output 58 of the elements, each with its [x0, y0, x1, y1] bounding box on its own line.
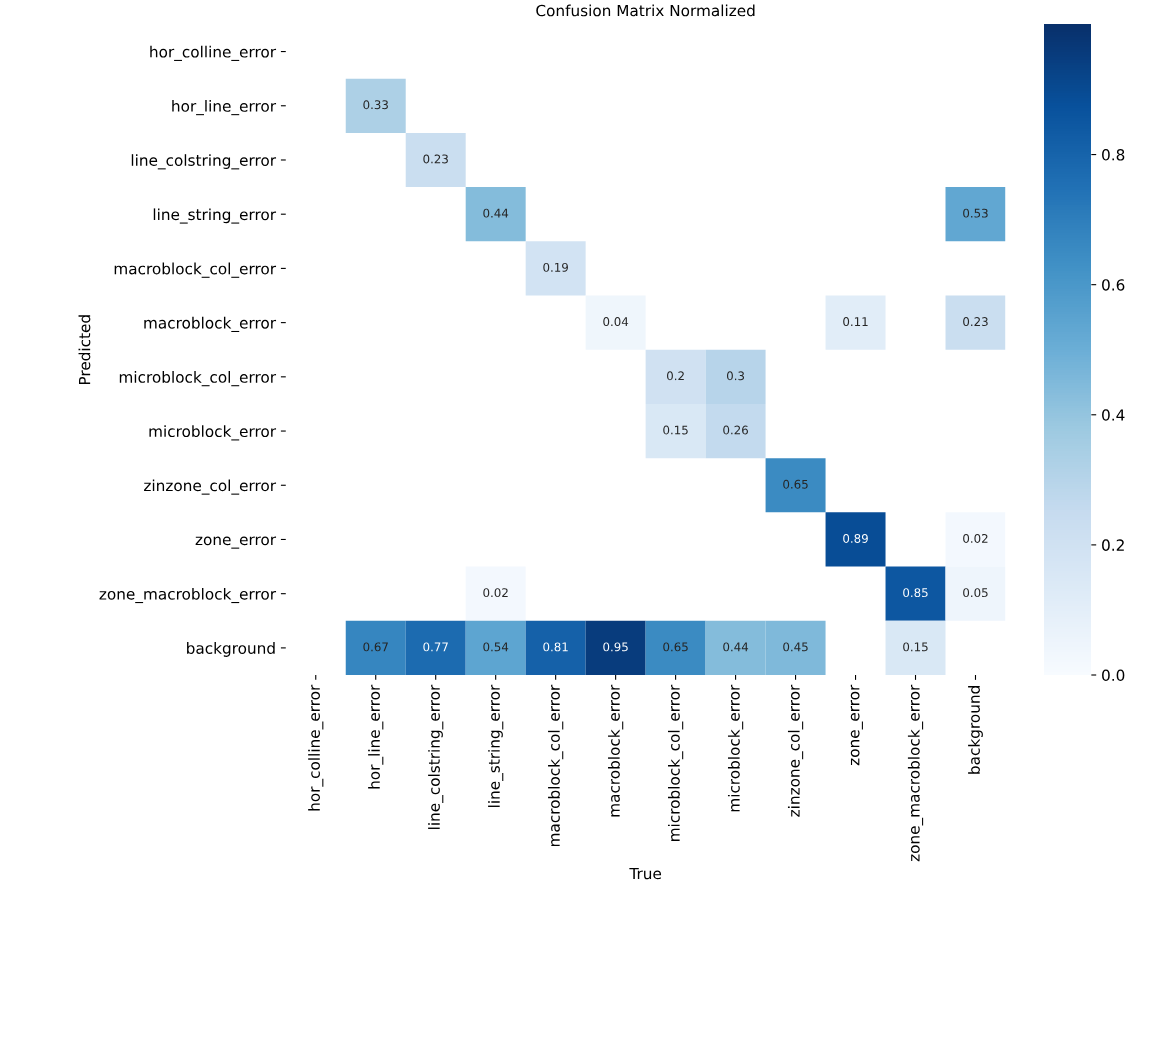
data-label: 0.15 — [663, 425, 688, 435]
data-label: 0.2 — [667, 371, 684, 381]
data-label: 0.23 — [423, 154, 448, 164]
x-tick-label: background — [968, 686, 983, 774]
x-axis-title: True — [629, 867, 662, 880]
data-label: 0.65 — [783, 479, 808, 489]
x-tick-label: microblock_error — [727, 684, 744, 812]
y-tick-label: hor_line_error — [172, 99, 277, 116]
x-tick-label: line_string_error — [488, 684, 504, 807]
x-tick-label: zinzone_col_error — [787, 684, 804, 817]
color-bar-label: 0.6 — [1102, 279, 1125, 291]
y-tick-label: zone_error — [195, 536, 277, 549]
data-label: 0.02 — [483, 588, 508, 598]
color-bar-label: 0.2 — [1102, 539, 1124, 551]
y-tick-label: microblock_error — [149, 425, 277, 441]
data-label: 0.85 — [903, 588, 928, 598]
data-label: 0.3 — [726, 371, 745, 381]
y-axis-title: Predicted — [78, 315, 91, 385]
data-label: 0.05 — [963, 588, 988, 598]
data-label: 0.77 — [423, 642, 448, 652]
x-tick-label: zone_error — [850, 684, 863, 766]
y-tick-label: macroblock_error — [144, 316, 277, 333]
y-tick-label: line_string_error — [153, 208, 277, 224]
x-tick-label: microblock_col_error — [668, 684, 684, 841]
color-bar-label: 0.4 — [1102, 409, 1125, 421]
data-label: 0.65 — [663, 642, 688, 652]
y-tick-label: microblock_col_error — [119, 371, 277, 387]
y-tick-label: background — [187, 642, 275, 657]
data-label: 0.02 — [963, 533, 988, 543]
data-label: 0.33 — [363, 100, 388, 110]
y-tick-label: macroblock_col_error — [114, 262, 277, 278]
data-label: 0.53 — [963, 208, 988, 218]
x-tick-label: line_colstring_error — [428, 684, 444, 829]
x-tick-label: zone_macroblock_error — [907, 684, 924, 862]
y-tick-label: zinzone_col_error — [144, 479, 277, 495]
data-label: 0.23 — [963, 317, 988, 327]
data-label: 0.81 — [543, 642, 568, 652]
data-label: 0.54 — [483, 642, 509, 652]
x-tick-label: macroblock_col_error — [548, 684, 564, 847]
y-tick-label: zone_macroblock_error — [99, 587, 277, 604]
chart-title: Confusion Matrix Normalized — [536, 4, 755, 17]
data-label: 0.11 — [843, 317, 868, 327]
data-label: 0.95 — [603, 642, 628, 652]
data-label: 0.44 — [483, 208, 509, 218]
data-label: 0.45 — [783, 642, 808, 652]
data-label: 0.89 — [843, 533, 868, 543]
data-label: 0.15 — [903, 642, 928, 652]
y-tick-label: hor_colline_error — [150, 45, 277, 61]
data-label: 0.04 — [603, 317, 629, 327]
data-label: 0.26 — [723, 425, 748, 435]
data-label: 0.67 — [363, 642, 388, 652]
color-bar-label: 0.8 — [1102, 149, 1125, 161]
data-label: 0.44 — [723, 642, 749, 652]
y-tick-label: line_colstring_error — [131, 154, 277, 170]
x-tick-label: hor_line_error — [368, 684, 384, 789]
data-label: 0.19 — [543, 262, 568, 272]
x-tick-label: macroblock_error — [608, 684, 624, 817]
color-bar-label: 0.0 — [1102, 669, 1125, 682]
